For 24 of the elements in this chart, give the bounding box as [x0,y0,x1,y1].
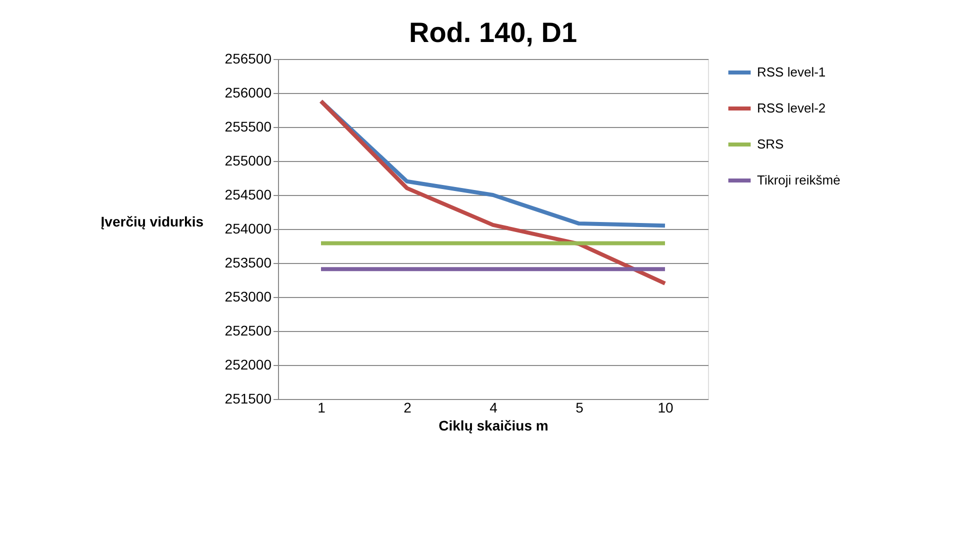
chart-title: Rod. 140, D1 [408,17,578,48]
y-tick-label: 251500 [224,390,272,406]
x-tick-label: 5 [576,400,584,416]
x-tick-label: 4 [490,400,498,416]
y-tick-label: 252500 [224,322,272,338]
y-tick-label: 253500 [224,254,272,270]
y-tick-label: 254500 [224,186,272,202]
legend-label: RSS level-1 [757,64,826,80]
y-axis-title: Įverčių vidurkis [100,214,204,230]
legend-label: SRS [757,136,784,152]
line-series [319,99,667,286]
y-tick-label: 255000 [224,152,272,168]
legend-label: Tikroji reikšmė [757,172,840,188]
legend-label: RSS level-2 [757,100,826,116]
x-tick-label: 2 [404,400,412,416]
y-tick-label: 254000 [224,220,272,236]
y-tick-label: 256500 [224,50,272,66]
y-tick-label: 255500 [224,118,272,134]
x-tick-label: 10 [658,400,674,416]
x-axis-title: Ciklų skaičius m [438,418,548,434]
y-tick-label: 252000 [224,356,272,372]
y-tick-label: 253000 [224,288,272,304]
y-tick-label: 256000 [224,84,272,100]
x-tick-label: 1 [318,400,326,416]
